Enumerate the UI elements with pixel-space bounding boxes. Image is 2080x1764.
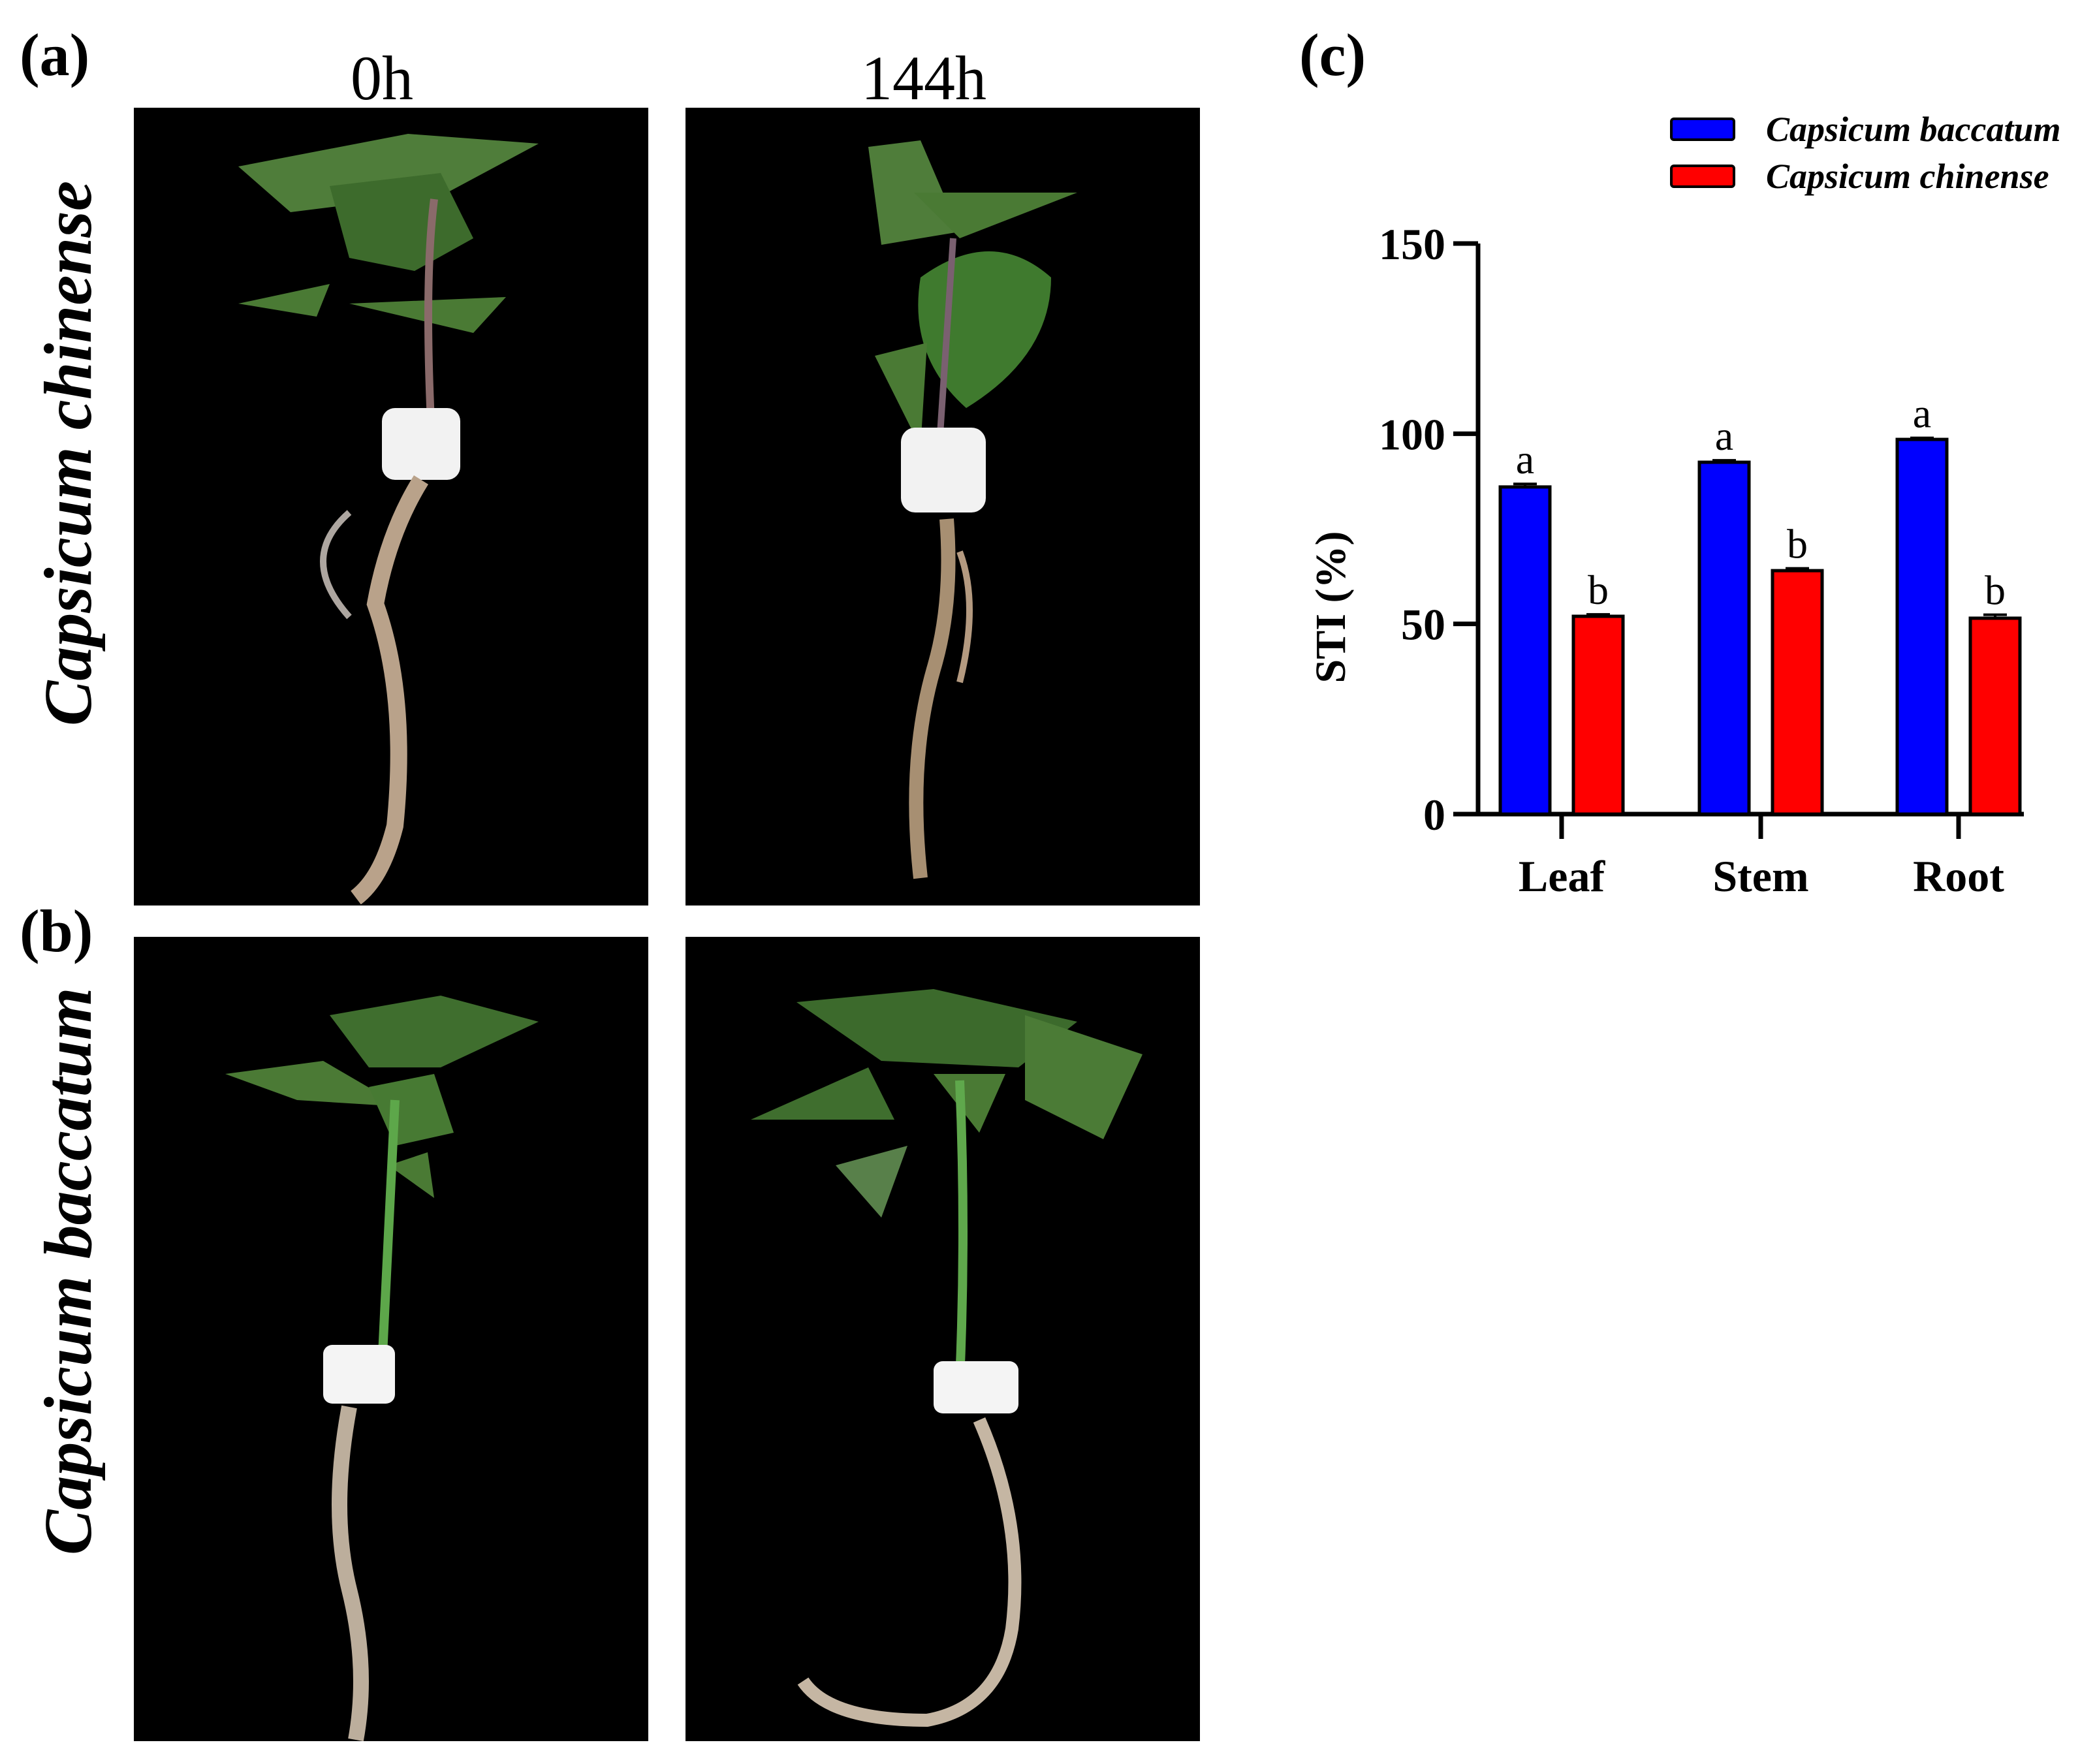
row-label-chinense: Capsicum chinense (31, 181, 106, 726)
bar (1498, 485, 1552, 816)
x-tick-label: Stem (1712, 851, 1808, 901)
column-title-0h: 0h (351, 43, 413, 113)
bar (1571, 614, 1625, 816)
panel-label-c: (c) (1299, 22, 1366, 88)
photo-baccatum-144h (685, 937, 1200, 1741)
bar (1771, 569, 1824, 816)
bar (1968, 616, 2022, 816)
y-tick-label: 0 (1423, 790, 1445, 840)
row-label-baccatum: Capsicum baccatum (31, 987, 106, 1555)
significance-letter: a (1715, 413, 1733, 459)
y-tick-label: 100 (1379, 409, 1445, 459)
sti-bar-chart: 0 50 100 150 STI (%) Leaf a b Stem a b Root a b Capsic… (1307, 110, 2061, 901)
photo-baccatum-0h (134, 937, 648, 1741)
significance-letter: b (1985, 567, 2006, 614)
legend-swatch (1670, 165, 1735, 188)
photo-chinense-0h (134, 108, 648, 906)
legend-label: Capsicum baccatum (1766, 110, 2061, 149)
panel-label-b: (b) (20, 898, 93, 964)
bar (1895, 437, 1949, 816)
significance-letter: a (1913, 390, 1931, 437)
plant-illustration (238, 134, 539, 905)
legend-label: Capsicum chinense (1766, 157, 2049, 196)
y-tick-label: 50 (1401, 600, 1445, 650)
legend-swatch (1670, 118, 1735, 141)
plant-illustration (751, 989, 1142, 1727)
plant-illustration (868, 140, 1077, 879)
x-tick-label: Root (1913, 851, 2004, 901)
photo-chinense-144h (685, 108, 1200, 906)
column-title-144h: 144h (861, 43, 986, 113)
significance-letter: b (1787, 521, 1808, 567)
y-axis-label: STI (%) (1307, 531, 1355, 684)
panel-label-a: (a) (20, 22, 90, 88)
significance-letter: b (1588, 567, 1609, 613)
x-tick-label: Leaf (1519, 851, 1606, 901)
y-tick-label: 150 (1379, 219, 1445, 269)
bar (1697, 460, 1751, 816)
significance-letter: a (1516, 436, 1534, 482)
plant-illustration (225, 996, 539, 1741)
